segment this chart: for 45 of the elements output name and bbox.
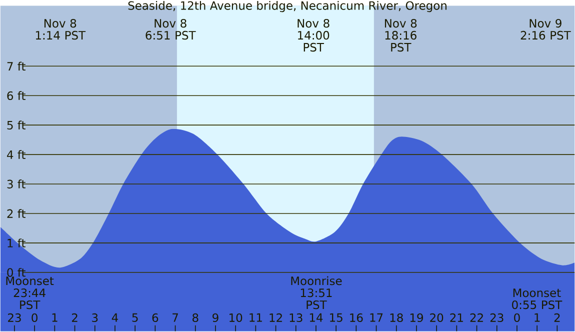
- x-tick-label: 1: [52, 313, 58, 322]
- annotation: Nov 8 1:14 PST: [36, 19, 86, 40]
- x-tick-label: 18: [390, 314, 403, 322]
- y-tick-label: 2 ft: [7, 209, 26, 218]
- x-tick-label: 22: [470, 314, 483, 322]
- x-tick-label: 13: [290, 314, 302, 322]
- annotation: Moonset 23:44 PST: [6, 276, 54, 310]
- x-tick-label: 1: [534, 313, 540, 322]
- x-tick-label: 16: [350, 314, 363, 322]
- annotation: Nov 8 18:16 PST: [384, 19, 417, 52]
- annotation: Nov 9 2:16 PST: [520, 19, 571, 40]
- x-tick-label: 6: [152, 314, 158, 322]
- y-tick-label: 4 ft: [7, 150, 26, 160]
- x-tick-label: 4: [112, 313, 118, 322]
- x-tick-label: 0: [514, 314, 520, 322]
- x-tick-label: 7: [172, 313, 178, 322]
- x-tick-label: 19: [410, 314, 423, 322]
- x-tick-label: 15: [330, 313, 342, 322]
- y-tick-label: 0 ft: [7, 268, 26, 277]
- x-tick-label: 14: [310, 313, 323, 322]
- x-tick-label: 8: [192, 314, 198, 322]
- y-tick-label: 5 ft: [7, 120, 26, 130]
- x-tick-label: 23: [8, 314, 21, 322]
- y-tick-label: 3 ft: [7, 180, 26, 189]
- x-tick-label: 17: [370, 313, 383, 322]
- x-tick-label: 10: [230, 314, 242, 322]
- x-tick-label: 23: [490, 314, 504, 322]
- x-tick-label: 11: [250, 313, 262, 322]
- annotation: Nov 8 14:00 PST: [298, 19, 330, 52]
- x-tick-label: 2: [554, 314, 560, 322]
- chart-title: Seaside, 12th Avenue bridge, Necanicum River, Oregon: [128, 1, 446, 12]
- x-tick-label: 0: [32, 314, 38, 322]
- annotation: Nov 8 6:51 PST: [146, 19, 196, 40]
- x-tick-label: 2: [72, 314, 78, 322]
- x-tick-label: 5: [132, 313, 138, 322]
- x-tick-label: 21: [450, 314, 463, 322]
- x-tick-label: 3: [92, 314, 98, 322]
- annotation: Moonset 0:55 PST: [512, 288, 562, 310]
- y-tick-label: 6 ft: [7, 91, 26, 100]
- x-tick-label: 20: [430, 314, 444, 322]
- annotation: Moonrise 13:51 PST: [291, 276, 342, 310]
- x-tick-label: 9: [212, 314, 218, 322]
- y-tick-label: 1 ft: [8, 238, 26, 248]
- y-tick-label: 7 ft: [7, 62, 26, 71]
- x-tick-label: 12: [270, 314, 282, 322]
